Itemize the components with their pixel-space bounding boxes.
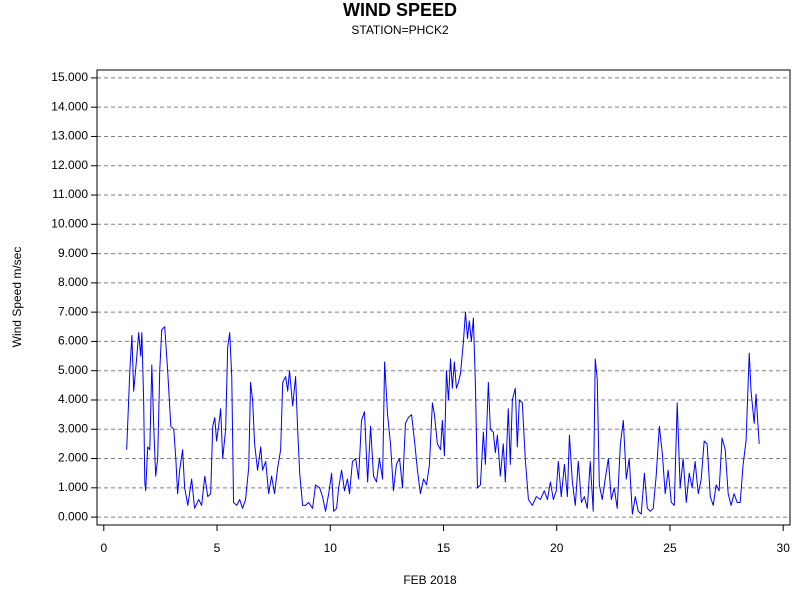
plot-area: 0.000 1.000 2.000 3.000 4.000 5.000 6.000 7.000… (51, 70, 790, 555)
y-tick-label: 9.000 (58, 246, 88, 260)
x-tick-label: 25 (663, 541, 677, 555)
y-tick-label: 0.000 (58, 509, 88, 523)
x-tick-label: 20 (550, 541, 564, 555)
y-tick-label: 3.000 (58, 421, 88, 435)
chart-subtitle: STATION=PHCK2 (351, 23, 449, 37)
x-tick-label: 15 (437, 541, 451, 555)
x-tick-label: 5 (214, 541, 221, 555)
data-line (126, 311, 760, 515)
y-tick-label: 14.000 (51, 99, 88, 113)
y-tick-label: 1.000 (58, 480, 88, 494)
y-tick-label: 13.000 (51, 129, 88, 143)
y-axis-title: Wind Speed m/sec (10, 247, 24, 348)
y-tick-label: 6.000 (58, 334, 88, 348)
chart-title: WIND SPEED (343, 0, 457, 20)
x-tick-label: 10 (324, 541, 338, 555)
y-tick-label: 7.000 (58, 304, 88, 318)
x-tick-label: 30 (777, 541, 791, 555)
y-tick-label: 15.000 (51, 70, 88, 84)
y-tick-label: 4.000 (58, 392, 88, 406)
y-tick-label: 10.000 (51, 216, 88, 230)
plot-frame (96, 69, 791, 526)
y-tick-label: 5.000 (58, 363, 88, 377)
x-tick-label: 0 (100, 541, 107, 555)
y-tick-label: 12.000 (51, 158, 88, 172)
y-tick-label: 8.000 (58, 275, 88, 289)
y-tick-label: 2.000 (58, 451, 88, 465)
y-tick-label: 11.000 (52, 187, 88, 201)
x-axis-title: FEB 2018 (403, 573, 457, 587)
